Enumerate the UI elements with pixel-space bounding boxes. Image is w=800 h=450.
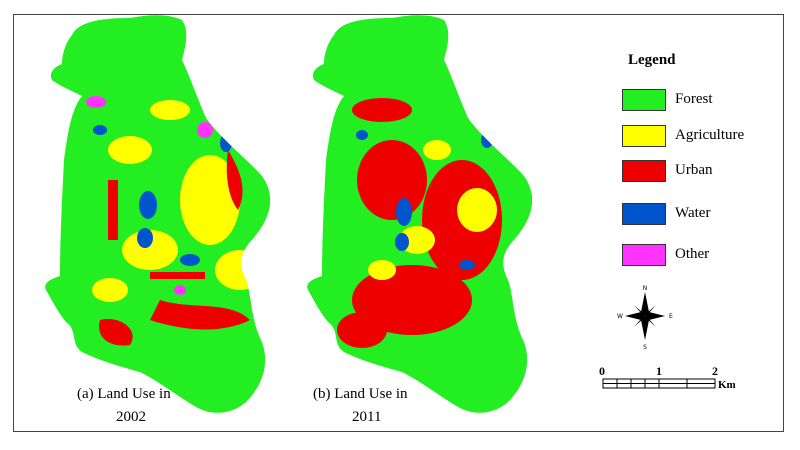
land-use-map-2002 [45,15,271,413]
legend-swatch [622,203,666,225]
map-b-caption-line1: (b) Land Use in [313,386,408,402]
svg-text:E: E [669,313,673,320]
legend-label: Water [675,205,711,221]
scale-tick-0: 0 [599,364,605,378]
legend-label: Urban [675,162,713,178]
scale-unit: Km [718,379,736,391]
north-arrow-icon: N S E W [617,285,673,351]
map-a-caption-line1: (a) Land Use in [77,386,171,402]
svg-text:S: S [643,344,647,351]
legend-title: Legend [628,52,676,68]
figure-frame [13,14,784,432]
scale-bar [602,378,716,389]
legend-label: Forest [675,91,713,107]
legend-swatch [622,125,666,147]
legend-label: Agriculture [675,127,745,143]
svg-text:N: N [643,285,648,292]
svg-text:W: W [617,313,623,320]
legend-label: Other [675,246,710,262]
map-a-caption-line2: 2002 [116,409,146,425]
legend-swatch [622,89,666,111]
map-b-caption-line2: 2011 [352,409,382,425]
legend-swatch [622,160,666,182]
scale-tick-1: 1 [656,364,662,378]
scale-tick-2: 2 [712,364,718,378]
legend-swatch [622,244,666,266]
land-use-map-2011 [307,15,533,413]
